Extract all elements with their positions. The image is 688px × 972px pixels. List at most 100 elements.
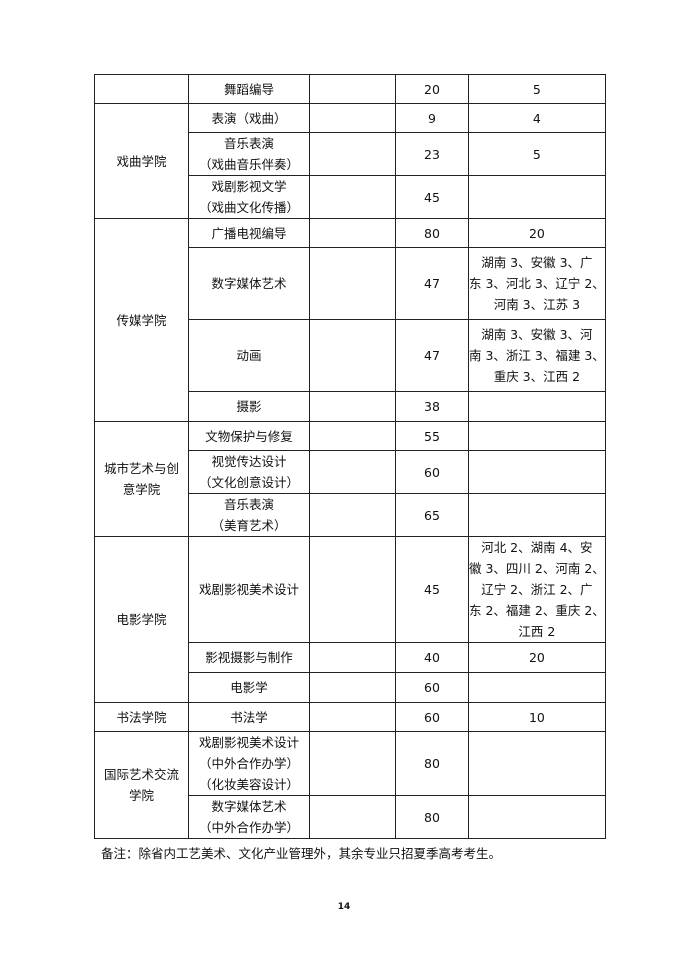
quota-line: 4 bbox=[532, 110, 541, 126]
major-line: 音乐表演 bbox=[223, 497, 274, 512]
table-row: 戏剧影视文学 （戏曲文化传播） 45 bbox=[95, 175, 606, 219]
quota-cell bbox=[468, 421, 606, 451]
quota-cell: 20 bbox=[468, 218, 606, 248]
major-line: 书法学 bbox=[230, 709, 268, 725]
plan-cell: 80 bbox=[395, 218, 469, 248]
quota-cell bbox=[468, 493, 606, 537]
quota-cell: 10 bbox=[468, 702, 606, 732]
table-row: 影视摄影与制作 40 20 bbox=[95, 642, 606, 673]
blank-cell bbox=[309, 702, 396, 732]
plan-cell: 80 bbox=[395, 731, 469, 796]
table-row: 音乐表演 （美育艺术） 65 bbox=[95, 493, 606, 537]
college-cell: 戏曲学院 bbox=[94, 103, 189, 219]
plan-cell: 60 bbox=[395, 450, 469, 494]
major-line: （化妆美容设计） bbox=[198, 777, 299, 792]
college-line: 书法学院 bbox=[116, 709, 167, 725]
major-line: 广播电视编导 bbox=[211, 225, 287, 241]
college-cell: 书法学院 bbox=[94, 702, 189, 732]
major-cell: 广播电视编导 bbox=[188, 218, 310, 248]
college-cell: 国际艺术交流 学院 bbox=[94, 731, 189, 839]
blank-cell bbox=[309, 421, 396, 451]
quota-line: 湖南 3、安徽 3、广 bbox=[481, 255, 593, 270]
college-line: 国际艺术交流 bbox=[103, 767, 179, 782]
plan-cell: 47 bbox=[395, 247, 469, 320]
major-cell: 数字媒体艺术 bbox=[188, 247, 310, 320]
major-cell: 书法学 bbox=[188, 702, 310, 732]
quota-line: 20 bbox=[528, 650, 545, 665]
plan-cell: 47 bbox=[395, 319, 469, 392]
major-line: 舞蹈编导 bbox=[223, 81, 274, 97]
table-row: 数字媒体艺术 47 湖南 3、安徽 3、广东 3、河北 3、辽宁 2、 河南 3、江苏… bbox=[95, 247, 606, 320]
blank-cell bbox=[309, 74, 396, 104]
table-row: 书法学院 书法学 60 10 bbox=[94, 702, 606, 732]
major-cell: 动画 bbox=[188, 319, 310, 392]
major-cell: 戏剧影视美术设计 （中外合作办学） （化妆美容设计） bbox=[188, 731, 310, 796]
quota-cell bbox=[468, 450, 606, 494]
blank-cell bbox=[309, 132, 396, 176]
plan-cell: 45 bbox=[395, 536, 469, 643]
major-cell: 数字媒体艺术 （中外合作办学） bbox=[188, 795, 310, 839]
major-cell: 音乐表演 （美育艺术） bbox=[188, 493, 310, 537]
footnote: 备注：除省内工艺美术、文化产业管理外，其余专业只招夏季高考考生。 bbox=[101, 846, 502, 861]
college-line: 城市艺术与创 bbox=[103, 461, 179, 476]
quota-line: 5 bbox=[532, 81, 541, 97]
college-cell: 城市艺术与创 意学院 bbox=[94, 421, 189, 537]
quota-cell: 4 bbox=[468, 103, 606, 133]
major-line: 戏剧影视美术设计 bbox=[198, 582, 299, 597]
plan-cell: 60 bbox=[395, 702, 469, 732]
quota-cell: 湖南 3、安徽 3、河南 3、浙江 3、福建 3、 重庆 3、江西 2 bbox=[468, 319, 606, 392]
plan-cell: 60 bbox=[395, 672, 469, 703]
plan-cell: 9 bbox=[395, 103, 469, 133]
college-line: 戏曲学院 bbox=[116, 153, 167, 169]
major-line: 戏剧影视美术设计 bbox=[198, 735, 299, 750]
quota-line: 江西 2 bbox=[518, 624, 556, 639]
blank-cell bbox=[309, 450, 396, 494]
quota-cell: 河北 2、湖南 4、安徽 3、四川 2、河南 2、 辽宁 2、浙江 2、广东 2、… bbox=[468, 536, 606, 643]
major-cell: 戏剧影视美术设计 bbox=[188, 536, 310, 643]
blank-cell bbox=[309, 536, 396, 643]
table-row: 传媒学院 广播电视编导 80 20 bbox=[94, 218, 606, 422]
major-line: 视觉传达设计 bbox=[211, 454, 287, 469]
major-cell: 摄影 bbox=[188, 391, 310, 422]
major-line: 数字媒体艺术 bbox=[211, 799, 287, 814]
plan-cell: 40 bbox=[395, 642, 469, 673]
major-line: 摄影 bbox=[236, 399, 262, 414]
table-row: 舞蹈编导 20 5 bbox=[94, 74, 606, 104]
blank-cell bbox=[309, 319, 396, 392]
college-cell: 电影学院 bbox=[94, 536, 189, 703]
major-line: （中外合作办学） bbox=[198, 820, 299, 835]
major-line: 电影学 bbox=[230, 680, 268, 695]
major-cell: 舞蹈编导 bbox=[188, 74, 310, 104]
major-line: （美育艺术） bbox=[211, 518, 287, 533]
quota-line: 10 bbox=[528, 709, 545, 725]
major-line: （文化创意设计） bbox=[198, 475, 299, 490]
blank-cell bbox=[309, 642, 396, 673]
quota-cell: 20 bbox=[468, 642, 606, 673]
quota-cell bbox=[468, 175, 606, 219]
major-cell: 戏剧影视文学 （戏曲文化传播） bbox=[188, 175, 310, 219]
major-line: 文物保护与修复 bbox=[205, 428, 293, 444]
quota-line: 湖南 3、安徽 3、河 bbox=[481, 327, 593, 342]
major-cell: 音乐表演 （戏曲音乐伴奏） bbox=[188, 132, 310, 176]
table-row: 数字媒体艺术 （中外合作办学） 80 bbox=[95, 795, 606, 839]
quota-line: 20 bbox=[528, 225, 545, 241]
major-cell: 表演（戏曲） bbox=[188, 103, 310, 133]
college-line: 电影学院 bbox=[116, 612, 167, 627]
plan-cell: 80 bbox=[395, 795, 469, 839]
table-row: 国际艺术交流 学院 戏剧影视美术设计 （中外合作办学） （化妆美容设计） 80 bbox=[94, 731, 606, 839]
college-cell bbox=[94, 74, 189, 104]
enrollment-plan-table: 舞蹈编导 20 5 戏曲学院 表演（戏曲） 9 4 音乐表演 （戏曲音乐伴奏） 23 5 戏剧影视文学… bbox=[94, 74, 606, 839]
major-cell: 视觉传达设计 （文化创意设计） bbox=[188, 450, 310, 494]
major-cell: 电影学 bbox=[188, 672, 310, 703]
blank-cell bbox=[309, 672, 396, 703]
college-line: 意学院 bbox=[122, 482, 161, 497]
quota-line: 河北 2、湖南 4、安 bbox=[481, 540, 593, 555]
major-line: （中外合作办学） bbox=[198, 756, 299, 771]
table-row: 动画 47 湖南 3、安徽 3、河南 3、浙江 3、福建 3、 重庆 3、江西 2 bbox=[95, 319, 606, 392]
plan-cell: 55 bbox=[395, 421, 469, 451]
major-line: 音乐表演 bbox=[223, 136, 274, 151]
major-cell: 影视摄影与制作 bbox=[188, 642, 310, 673]
college-cell: 传媒学院 bbox=[94, 218, 189, 422]
quota-cell: 5 bbox=[468, 132, 606, 176]
plan-cell: 45 bbox=[395, 175, 469, 219]
